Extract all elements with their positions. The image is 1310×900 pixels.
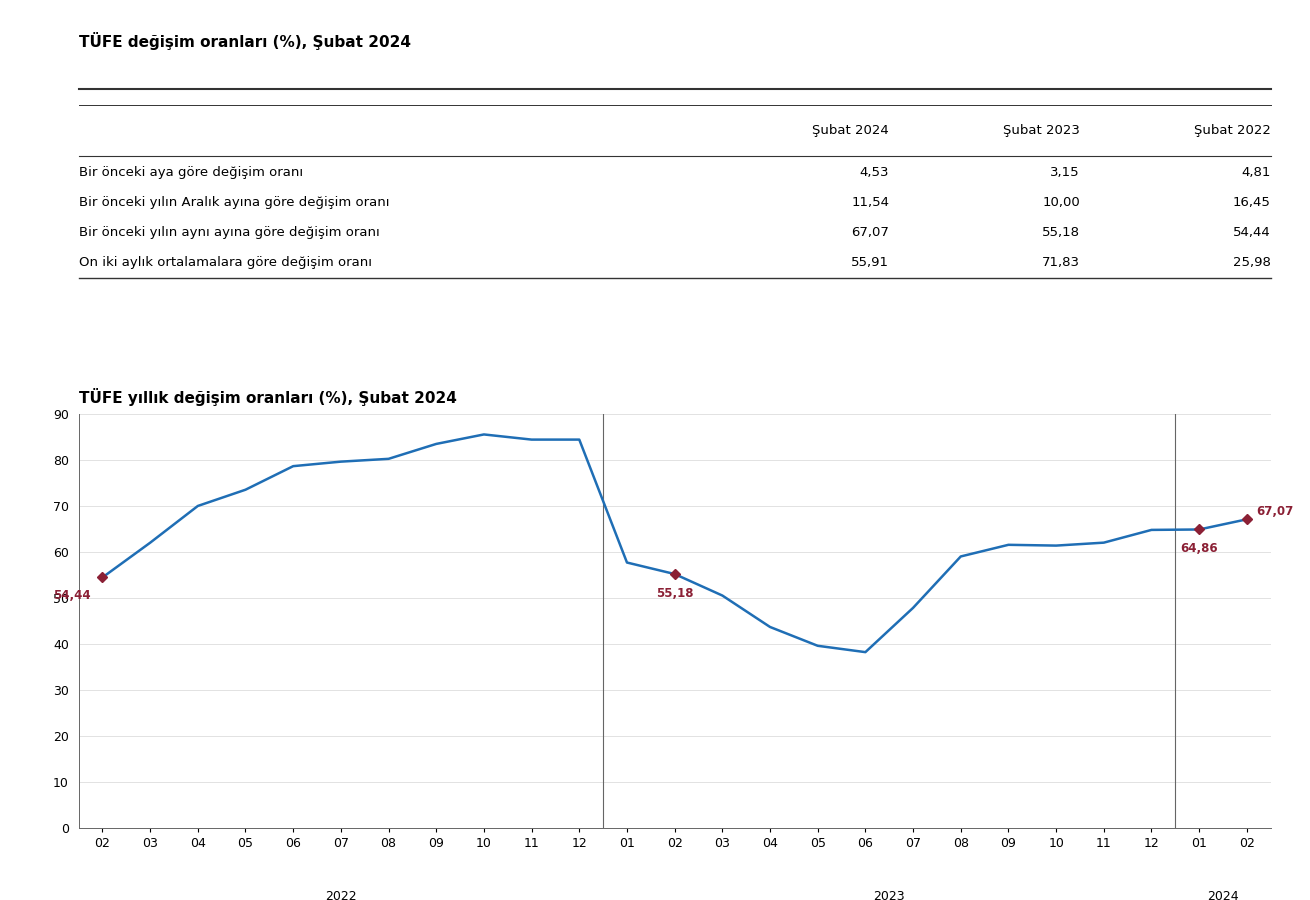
Text: 25,98: 25,98 [1233, 256, 1271, 268]
Text: 64,86: 64,86 [1180, 543, 1218, 555]
Text: 67,07: 67,07 [852, 226, 889, 239]
Text: Şubat 2023: Şubat 2023 [1003, 124, 1079, 137]
Text: TÜFE yıllık değişim oranları (%), Şubat 2024: TÜFE yıllık değişim oranları (%), Şubat … [79, 388, 456, 406]
Text: Şubat 2024: Şubat 2024 [812, 124, 889, 137]
Text: 67,07: 67,07 [1256, 505, 1294, 518]
Text: Bir önceki yılın Aralık ayına göre değişim oranı: Bir önceki yılın Aralık ayına göre değiş… [79, 196, 389, 209]
Text: 4,81: 4,81 [1242, 166, 1271, 179]
Text: 55,18: 55,18 [656, 587, 693, 600]
Text: 4,53: 4,53 [859, 166, 889, 179]
Text: 3,15: 3,15 [1051, 166, 1079, 179]
Text: 11,54: 11,54 [852, 196, 889, 209]
Text: TÜFE değişim oranları (%), Şubat 2024: TÜFE değişim oranları (%), Şubat 2024 [79, 32, 410, 50]
Text: Bir önceki aya göre değişim oranı: Bir önceki aya göre değişim oranı [79, 166, 303, 179]
Text: 10,00: 10,00 [1043, 196, 1079, 209]
Text: 55,91: 55,91 [852, 256, 889, 268]
Text: 71,83: 71,83 [1041, 256, 1079, 268]
Text: 2023: 2023 [874, 890, 905, 900]
Text: 54,44: 54,44 [1233, 226, 1271, 239]
Text: Bir önceki yılın aynı ayına göre değişim oranı: Bir önceki yılın aynı ayına göre değişim… [79, 226, 380, 239]
Text: 55,18: 55,18 [1041, 226, 1079, 239]
Text: 54,44: 54,44 [52, 589, 90, 602]
Text: 2022: 2022 [325, 890, 356, 900]
Text: 2024: 2024 [1208, 890, 1239, 900]
Text: Şubat 2022: Şubat 2022 [1193, 124, 1271, 137]
Text: 16,45: 16,45 [1233, 196, 1271, 209]
Text: On iki aylık ortalamalara göre değişim oranı: On iki aylık ortalamalara göre değişim o… [79, 256, 372, 268]
